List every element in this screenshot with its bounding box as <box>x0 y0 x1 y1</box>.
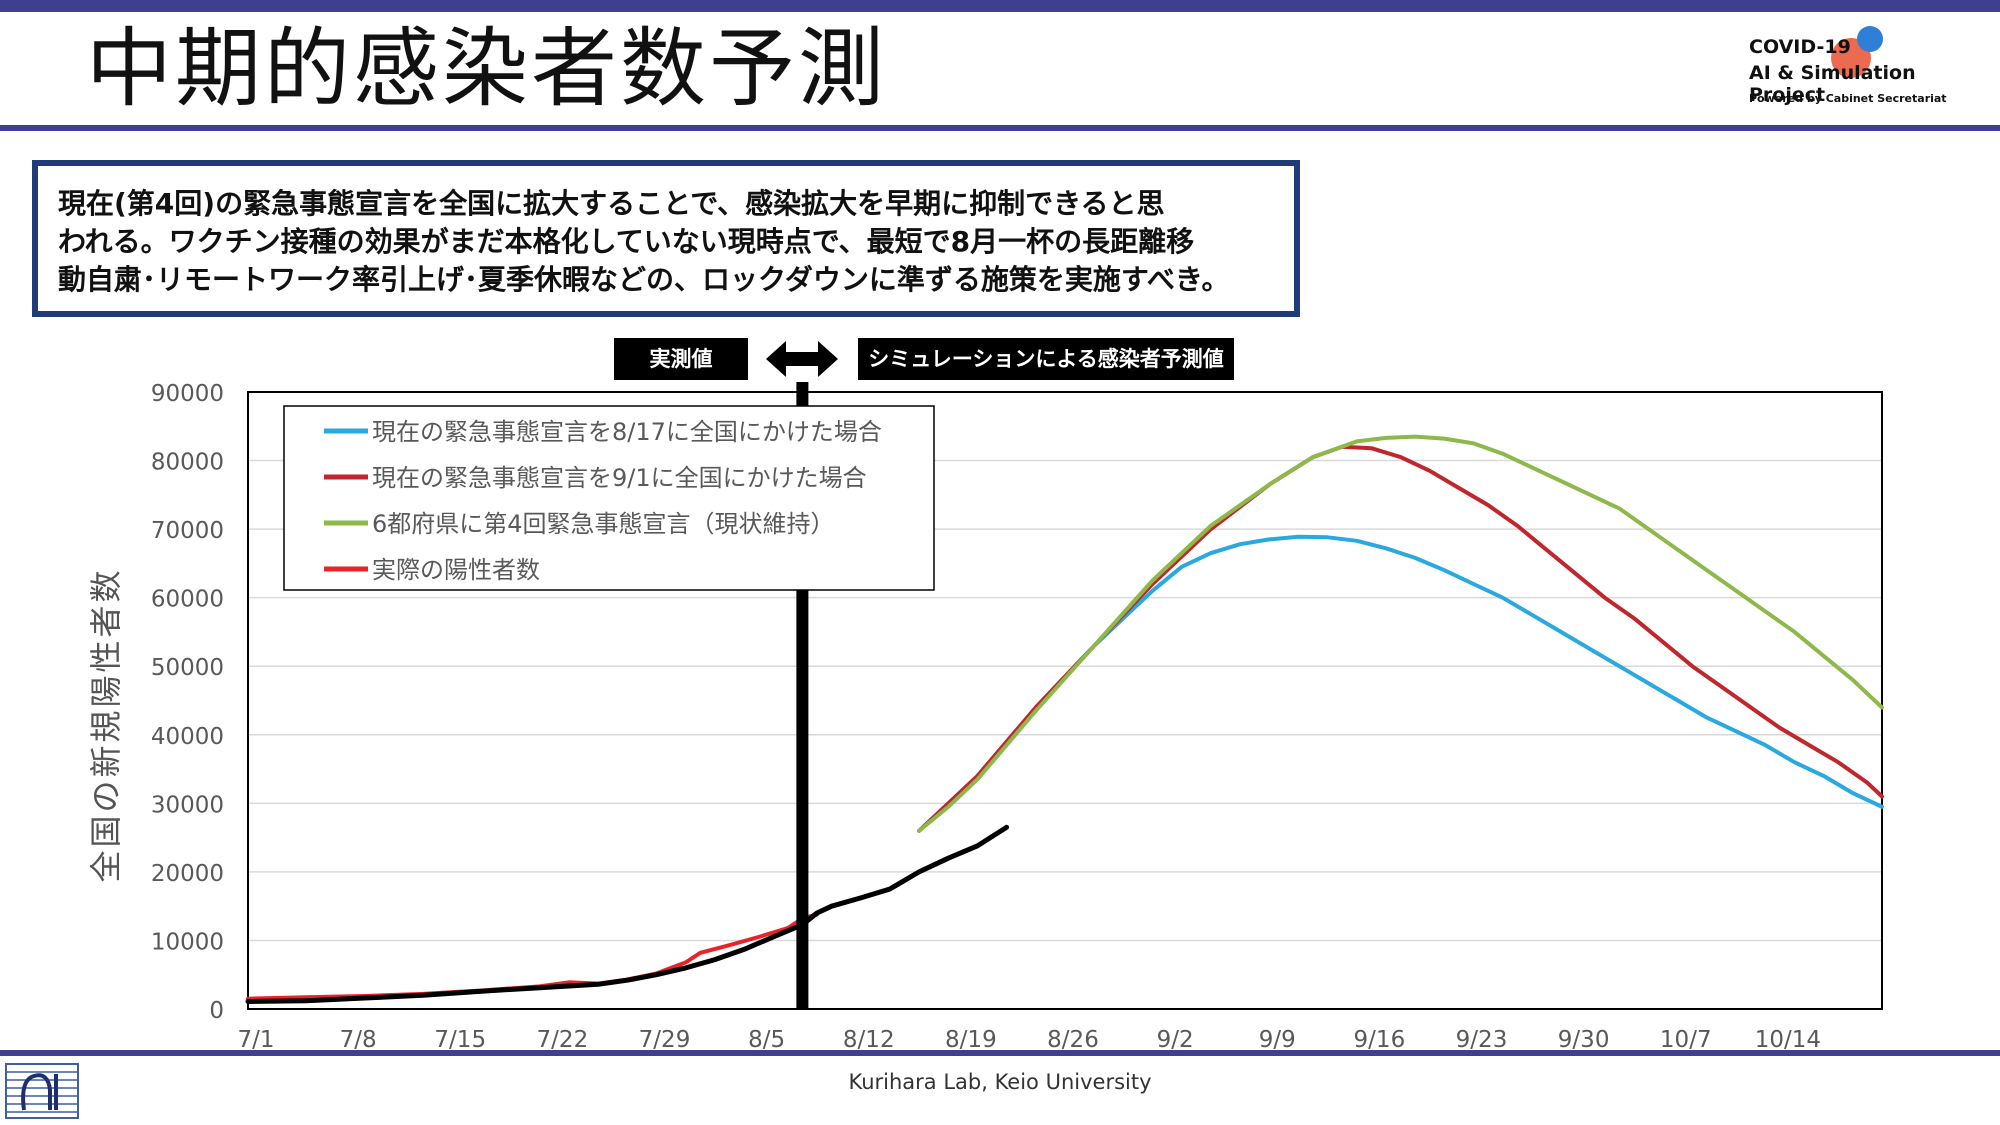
y-tick-label: 30000 <box>151 792 224 818</box>
y-tick-label: 50000 <box>151 655 224 681</box>
top-band <box>0 0 2000 12</box>
x-tick-label: 7/8 <box>340 1027 377 1053</box>
double-arrow-icon <box>766 341 838 377</box>
bottom-rule <box>0 1050 2000 1056</box>
callout-line-2: われる。ワクチン接種の効果がまだ本格化していない現時点で、最短で8月一杯の長距離… <box>58 225 1195 258</box>
y-tick-label: 40000 <box>151 724 224 750</box>
observed-label: 実測値 <box>614 338 748 380</box>
footer-credit: Kurihara Lab, Keio University <box>848 1070 1152 1094</box>
callout-line-3: 動自粛･リモートワーク率引上げ･夏季休暇などの、ロックダウンに準ずる施策を実施す… <box>58 263 1230 296</box>
x-tick-label: 7/22 <box>537 1027 589 1053</box>
keio-lab-logo <box>5 1063 79 1119</box>
y-tick-label: 20000 <box>151 861 224 887</box>
slide-title: 中期的感染者数予測 <box>86 19 887 119</box>
legend-label: 実際の陽性者数 <box>372 556 540 584</box>
x-tick-label: 9/16 <box>1354 1027 1406 1053</box>
y-tick-label: 90000 <box>151 381 224 407</box>
callout-line-1: 現在(第4回)の緊急事態宣言を全国に拡大することで、感染拡大を早期に抑制できると… <box>58 187 1165 220</box>
logo-line-1: COVID-19 <box>1749 36 1851 58</box>
series-line <box>917 434 1884 833</box>
x-tick-label: 7/15 <box>434 1027 486 1053</box>
x-tick-label: 9/30 <box>1558 1027 1610 1053</box>
x-tick-label: 7/1 <box>237 1027 274 1053</box>
series-line <box>917 444 1884 833</box>
series-line <box>917 534 1884 833</box>
x-tick-label: 8/19 <box>945 1027 997 1053</box>
legend-label: 現在の緊急事態宣言を8/17に全国にかけた場合 <box>372 418 882 446</box>
x-tick-label: 10/7 <box>1660 1027 1712 1053</box>
x-tick-label: 10/14 <box>1755 1027 1821 1053</box>
covid-project-logo: COVID-19 AI & Simulation Project Powered… <box>1745 22 1985 114</box>
y-tick-label: 70000 <box>151 518 224 544</box>
x-tick-label: 8/26 <box>1047 1027 1099 1053</box>
simulated-label: シミュレーションによる感染者予測値 <box>858 338 1234 380</box>
x-tick-label: 9/9 <box>1259 1027 1296 1053</box>
y-tick-label: 10000 <box>151 929 224 955</box>
logo-line-2: AI & Simulation Project <box>1749 62 1916 106</box>
x-tick-label: 9/2 <box>1157 1027 1194 1053</box>
plot-area: 0 10000 20000 30000 40000 50000 60000 70000 8000… <box>151 381 1884 1053</box>
summary-callout: 現在(第4回)の緊急事態宣言を全国に拡大することで、感染拡大を早期に抑制できると… <box>32 160 1300 317</box>
x-tick-label: 8/12 <box>843 1027 895 1053</box>
y-axis-title: 全国の新規陽性者数 <box>87 567 125 883</box>
x-tick-label: 8/5 <box>748 1027 785 1053</box>
plot-frame <box>247 391 1883 1010</box>
y-tick-label: 0 <box>209 998 224 1024</box>
legend-box <box>283 405 935 591</box>
title-rule <box>0 125 2000 131</box>
legend-label: 現在の緊急事態宣言を9/1に全国にかけた場合 <box>372 464 867 492</box>
logo-blue-dot <box>1857 26 1883 52</box>
y-tick-label: 80000 <box>151 450 224 476</box>
series-line <box>245 824 1010 1004</box>
y-tick-label: 60000 <box>151 587 224 613</box>
x-tick-label: 7/29 <box>639 1027 691 1053</box>
legend-label: 6都府県に第4回緊急事態宣言（現状維持） <box>372 510 835 538</box>
logo-line-3: Powered by Cabinet Secretariat <box>1749 92 1947 105</box>
forecast-line-chart: 0 10000 20000 30000 40000 50000 60000 70000 8000… <box>151 381 1884 1053</box>
x-tick-label: 9/23 <box>1456 1027 1508 1053</box>
